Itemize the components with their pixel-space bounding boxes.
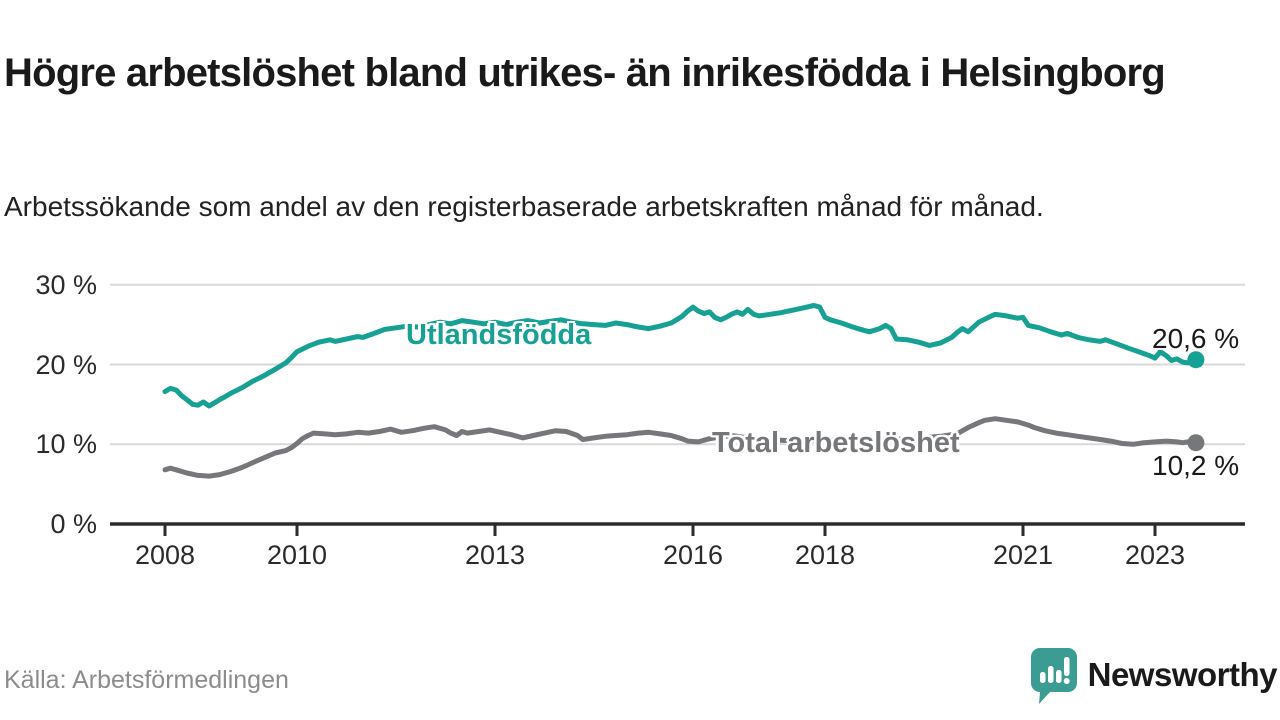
speech-bubble-shape [1030, 648, 1077, 704]
exclamation-dot [1063, 678, 1070, 684]
page-subtitle: Arbetssökande som andel av den registerb… [4, 191, 1044, 222]
y-tick-label-0: 0 % [50, 509, 97, 539]
x-tick-label-2023: 2023 [1124, 540, 1186, 570]
series-label-total-arbetsloshet: Total arbetslöshet [712, 427, 960, 459]
x-tick-label-2021: 2021 [992, 540, 1054, 570]
exclamation-bar [1063, 657, 1070, 676]
source-caption: Källa: Arbetsförmedlingen [4, 666, 289, 694]
x-tick-label-2010: 2010 [266, 540, 328, 570]
bar-2 [1047, 666, 1054, 683]
page-title: Högre arbetslöshet bland utrikes- än inr… [4, 50, 1166, 95]
end-value-total-arbetsloshet: 10,2 % [1152, 450, 1240, 481]
bar-1 [1039, 672, 1046, 683]
brand-name: Newsworthy [1087, 656, 1278, 693]
y-tick-label-10: 10 % [35, 429, 97, 460]
end-value-utlandsfodda: 20,6 % [1152, 323, 1240, 354]
x-tick-label-2008: 2008 [134, 540, 196, 570]
bar-3 [1055, 670, 1062, 683]
x-tick-label-2016: 2016 [662, 540, 724, 570]
x-tick-label-2013: 2013 [464, 540, 526, 570]
newsworthy-logo: Newsworthy [1029, 646, 1278, 704]
series-label-utlandsfodda: Utlandsfödda [406, 319, 592, 351]
newsworthy-logo-icon [1030, 648, 1077, 704]
y-tick-label-20: 20 % [35, 349, 97, 380]
y-tick-label-30: 30 % [35, 269, 97, 300]
x-tick-label-2018: 2018 [794, 540, 856, 570]
